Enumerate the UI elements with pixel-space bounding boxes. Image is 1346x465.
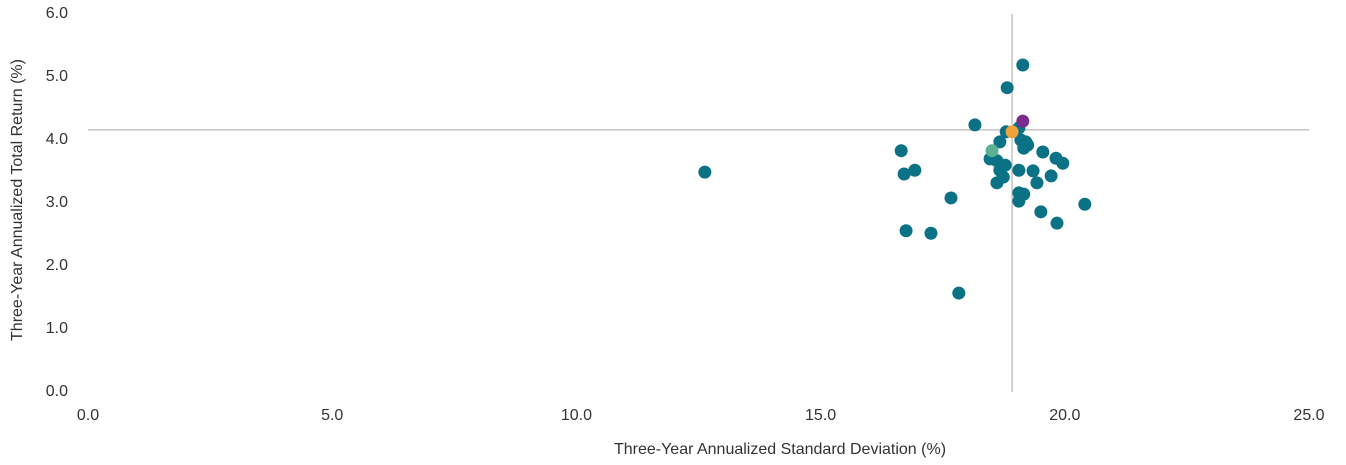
x-axis-label: Three-Year Annualized Standard Deviation…	[614, 441, 946, 458]
x-tick-label: 25.0	[1293, 407, 1324, 424]
y-tick-label: 0.0	[46, 383, 68, 400]
y-tick-label: 1.0	[46, 320, 68, 337]
point	[952, 286, 966, 300]
point	[1012, 194, 1026, 208]
point	[698, 165, 712, 179]
point	[1034, 205, 1048, 219]
y-tick-label: 4.0	[46, 131, 68, 148]
point	[1000, 81, 1014, 95]
point	[985, 144, 999, 158]
x-tick-label: 20.0	[1049, 407, 1080, 424]
y-tick-label: 3.0	[46, 194, 68, 211]
point	[1016, 58, 1030, 72]
point	[990, 176, 1004, 190]
point	[1044, 169, 1058, 183]
point	[1078, 197, 1092, 211]
x-tick-label: 5.0	[321, 407, 343, 424]
y-tick-label: 6.0	[46, 5, 68, 22]
x-tick-label: 0.0	[77, 407, 99, 424]
point	[894, 144, 908, 158]
point	[1017, 141, 1031, 155]
y-tick-label: 2.0	[46, 257, 68, 274]
point	[1030, 176, 1044, 190]
point	[1026, 164, 1040, 178]
point	[968, 118, 982, 132]
point	[899, 224, 913, 238]
point	[924, 226, 938, 240]
y-axis-label: Three-Year Annualized Total Return (%)	[9, 59, 26, 341]
point	[897, 167, 911, 181]
point	[908, 163, 922, 177]
point	[1005, 125, 1019, 139]
point	[1016, 114, 1030, 128]
point	[1036, 145, 1050, 159]
point	[1056, 156, 1070, 170]
x-tick-label: 15.0	[805, 407, 836, 424]
point	[993, 135, 1007, 149]
point	[1012, 163, 1026, 177]
point	[1050, 216, 1064, 230]
x-tick-label: 10.0	[561, 407, 592, 424]
point	[944, 191, 958, 205]
y-tick-label: 5.0	[46, 68, 68, 85]
